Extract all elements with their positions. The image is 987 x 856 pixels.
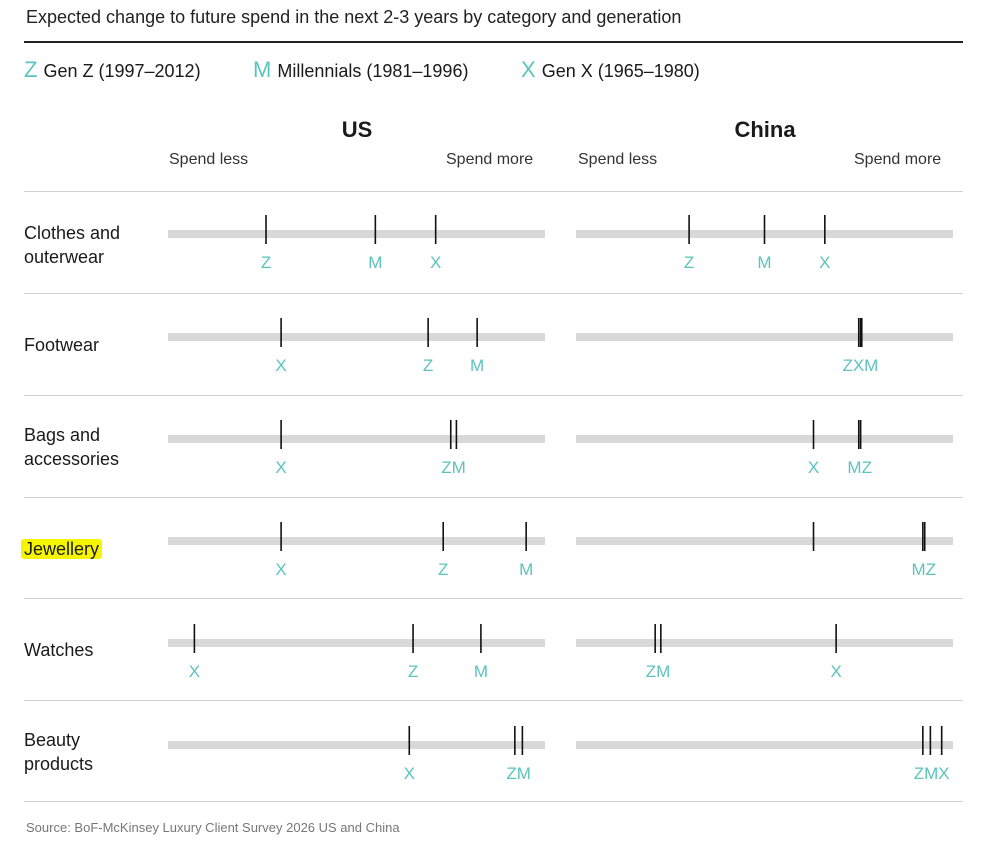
legend-item-gen-x: X Gen X (1965–1980) bbox=[521, 57, 700, 83]
track-bar bbox=[576, 741, 953, 749]
category-label-watches: Watches bbox=[24, 638, 159, 662]
generation-label: Z bbox=[408, 662, 418, 681]
legend-label-x: Gen X (1965–1980) bbox=[541, 61, 700, 81]
generation-label: X bbox=[275, 560, 286, 579]
generation-label: M bbox=[757, 253, 771, 272]
track-bar bbox=[168, 741, 545, 749]
generation-label: M bbox=[474, 662, 488, 681]
chart-title: Expected change to future spend in the n… bbox=[26, 7, 682, 27]
generation-label: MZ bbox=[912, 560, 937, 579]
generation-label: X bbox=[404, 764, 415, 783]
generation-label: X bbox=[808, 458, 819, 477]
legend-code-x: X bbox=[521, 57, 536, 82]
source-note: Source: BoF-McKinsey Luxury Client Surve… bbox=[26, 820, 400, 835]
category-label-beauty: Beauty products bbox=[24, 728, 159, 776]
us-spend-more-label: Spend more bbox=[446, 151, 534, 168]
china-spend-less-label: Spend less bbox=[578, 151, 658, 168]
category-label-line: Clothes and bbox=[24, 223, 121, 243]
category-label-line: accessories bbox=[24, 449, 120, 469]
row-separator bbox=[24, 700, 963, 701]
track-bar bbox=[168, 333, 545, 341]
category-label-line: Bags and bbox=[24, 425, 101, 445]
category-label-clothes: Clothes and outerwear bbox=[24, 221, 159, 269]
row-separator bbox=[24, 395, 963, 396]
track-bar bbox=[576, 435, 953, 443]
generation-label: MZ bbox=[847, 458, 872, 477]
category-label-line: Footwear bbox=[24, 335, 100, 355]
legend-code-m: M bbox=[253, 57, 272, 82]
generation-label: X bbox=[275, 356, 286, 375]
category-label-line: outerwear bbox=[24, 247, 105, 267]
category-label-bags: Bags and accessories bbox=[24, 423, 159, 471]
generation-label: X bbox=[275, 458, 286, 477]
generation-label: ZM bbox=[506, 764, 531, 783]
legend-code-z: Z bbox=[24, 57, 38, 82]
legend-label-z: Gen Z (1997–2012) bbox=[43, 61, 201, 81]
legend-item-millennials: M Millennials (1981–1996) bbox=[253, 57, 468, 83]
row-separator bbox=[24, 598, 963, 599]
generation-label: M bbox=[368, 253, 382, 272]
track-bar bbox=[168, 435, 545, 443]
row-separator bbox=[24, 497, 963, 498]
track-bar bbox=[168, 230, 545, 238]
category-label-line: Beauty bbox=[24, 730, 81, 750]
category-label-highlighted: Jewellery bbox=[21, 539, 103, 559]
generation-label: ZXM bbox=[842, 356, 878, 375]
track-bar bbox=[168, 639, 545, 647]
generation-label: ZM bbox=[441, 458, 466, 477]
category-label-footwear: Footwear bbox=[24, 333, 159, 357]
us-spend-less-label: Spend less bbox=[169, 151, 249, 168]
source-text: BoF-McKinsey Luxury Client Survey 2026 U… bbox=[74, 820, 400, 835]
row-separator bbox=[24, 191, 963, 192]
legend-label-m: Millennials (1981–1996) bbox=[277, 61, 469, 81]
generation-label: ZM bbox=[646, 662, 671, 681]
legend-item-gen-z: Z Gen Z (1997–2012) bbox=[24, 57, 201, 83]
generation-label: ZMX bbox=[914, 764, 950, 783]
category-label-line: products bbox=[24, 754, 94, 774]
generation-label: X bbox=[189, 662, 200, 681]
generation-label: X bbox=[819, 253, 830, 272]
generation-label: X bbox=[830, 662, 841, 681]
track-bar bbox=[168, 537, 545, 545]
title-rule bbox=[24, 41, 963, 43]
generation-label: Z bbox=[261, 253, 271, 272]
generation-label: X bbox=[430, 253, 441, 272]
row-separator bbox=[24, 801, 963, 802]
panel-title-us: US bbox=[341, 117, 373, 142]
generation-label: M bbox=[519, 560, 533, 579]
track-bar bbox=[576, 639, 953, 647]
china-spend-more-label: Spend more bbox=[854, 151, 942, 168]
generation-label: Z bbox=[423, 356, 433, 375]
category-label-line: Watches bbox=[24, 640, 94, 660]
panel-title-china: China bbox=[734, 117, 796, 142]
generation-label: Z bbox=[438, 560, 448, 579]
category-label-jewellery: Jewellery bbox=[21, 537, 159, 561]
track-bar bbox=[576, 333, 953, 341]
row-separator bbox=[24, 293, 963, 294]
track-bar bbox=[576, 537, 953, 545]
generation-label: M bbox=[470, 356, 484, 375]
generation-label: Z bbox=[684, 253, 694, 272]
